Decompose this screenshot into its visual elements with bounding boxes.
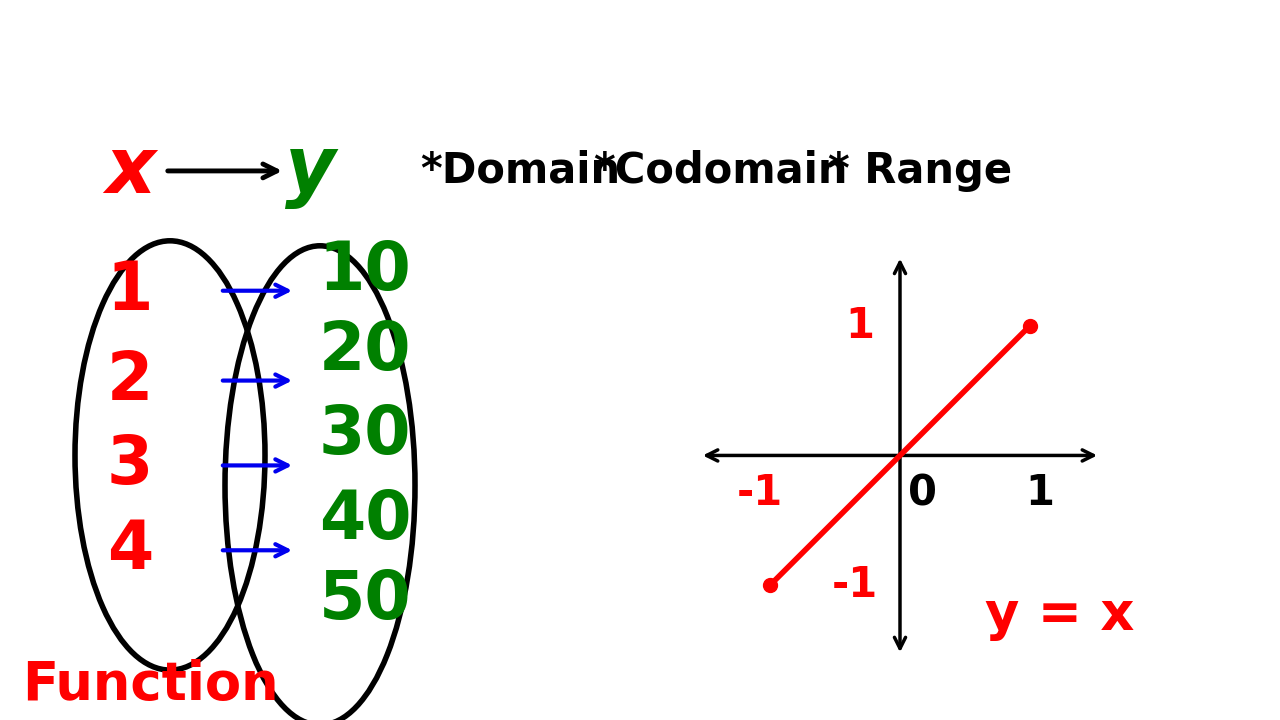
Text: 20: 20 (319, 318, 411, 384)
Text: 10: 10 (319, 238, 411, 304)
Text: *Codomain: *Codomain (593, 150, 847, 192)
Text: 1: 1 (1025, 472, 1055, 514)
Text: 4: 4 (106, 517, 154, 583)
Text: -1: -1 (737, 472, 783, 514)
Text: y = x: y = x (986, 589, 1134, 642)
Text: 40: 40 (319, 487, 411, 554)
Text: *Domain: *Domain (420, 150, 620, 192)
Text: Introduction to Functions: Introduction to Functions (64, 24, 1216, 102)
Text: 3: 3 (106, 433, 154, 498)
Text: y: y (284, 133, 335, 209)
Text: -1: -1 (832, 564, 878, 606)
Text: Function: Function (22, 659, 278, 711)
Text: * Range: * Range (828, 150, 1012, 192)
Text: x: x (105, 133, 155, 209)
Text: 1: 1 (846, 305, 874, 346)
Text: 50: 50 (319, 567, 411, 633)
Text: 1: 1 (106, 258, 154, 324)
Text: 0: 0 (908, 472, 937, 514)
Text: 2: 2 (106, 348, 154, 413)
Text: 30: 30 (319, 402, 411, 469)
